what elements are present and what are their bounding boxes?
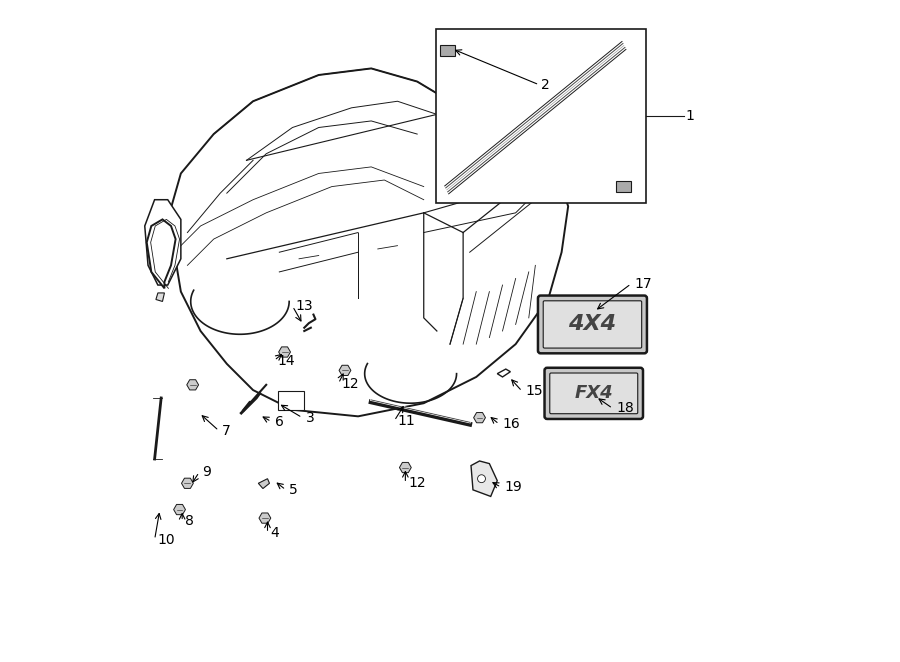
Text: 1: 1 [685,109,694,123]
Polygon shape [259,513,271,523]
Polygon shape [145,200,181,285]
Text: 5: 5 [289,483,298,497]
Text: 3: 3 [306,410,314,424]
Polygon shape [616,181,631,192]
Polygon shape [498,369,510,377]
Text: 12: 12 [409,476,427,491]
Text: 7: 7 [222,424,231,438]
Text: 17: 17 [634,277,652,291]
Text: 11: 11 [398,414,415,428]
Polygon shape [473,412,485,423]
Text: 14: 14 [277,354,295,367]
Polygon shape [471,461,498,496]
Polygon shape [167,68,568,416]
Polygon shape [440,46,455,56]
Polygon shape [182,478,194,489]
FancyArrowPatch shape [243,402,250,411]
FancyBboxPatch shape [538,295,647,354]
Polygon shape [279,347,291,357]
Polygon shape [174,504,185,514]
FancyBboxPatch shape [550,373,638,414]
Circle shape [478,475,485,483]
Text: 18: 18 [616,401,634,416]
FancyBboxPatch shape [544,301,642,348]
Text: 12: 12 [342,377,359,391]
Polygon shape [156,293,165,301]
Text: 10: 10 [158,533,176,547]
Polygon shape [339,365,351,375]
Text: 13: 13 [296,299,313,313]
Polygon shape [400,463,411,473]
FancyBboxPatch shape [544,368,643,419]
Text: 9: 9 [202,465,211,479]
Text: 19: 19 [505,480,522,495]
Text: 16: 16 [502,417,520,431]
Text: 15: 15 [526,385,543,399]
Text: 2: 2 [541,78,549,92]
Text: 6: 6 [274,414,284,428]
Text: 4: 4 [271,526,280,540]
Text: FX4: FX4 [574,385,613,402]
Bar [278,391,304,410]
Polygon shape [258,479,269,489]
Polygon shape [147,219,176,289]
Bar [436,29,645,203]
Text: 4X4: 4X4 [569,314,616,334]
Polygon shape [187,380,199,390]
Text: 8: 8 [185,514,194,528]
